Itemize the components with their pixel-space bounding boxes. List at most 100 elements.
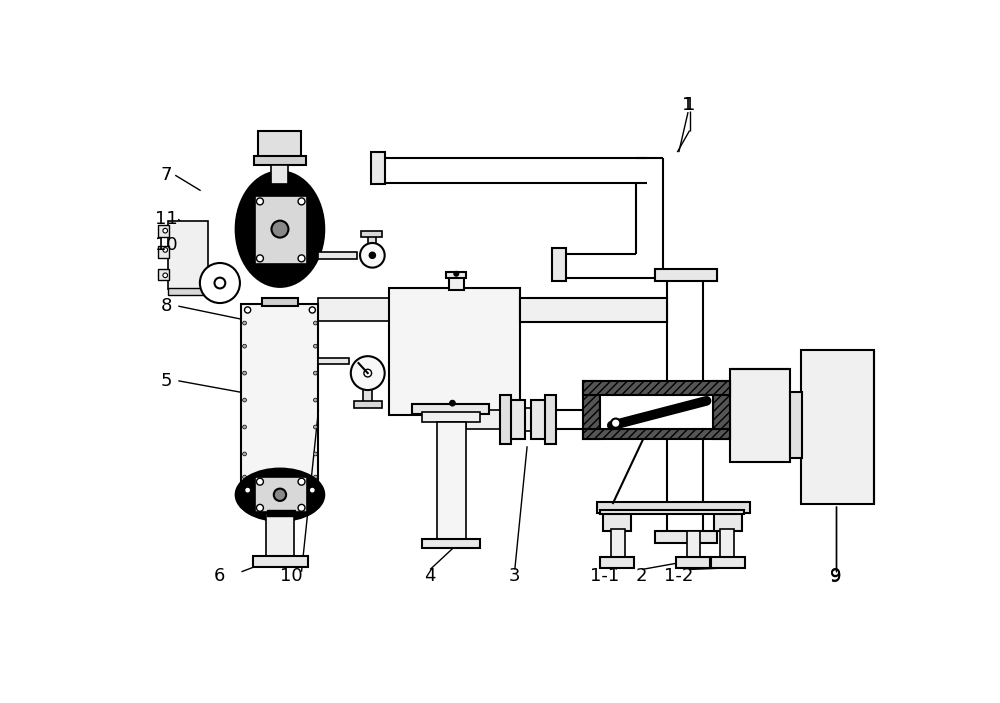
Circle shape [364,369,372,377]
Text: 10: 10 [280,567,303,585]
Circle shape [313,475,317,479]
Bar [703,392,790,415]
Circle shape [163,228,168,233]
Bar [531,400,546,439]
Bar [611,529,625,559]
Bar [583,381,730,394]
Bar [389,288,520,415]
Bar [253,556,308,567]
Circle shape [309,487,315,494]
Circle shape [351,356,385,390]
Bar [422,413,480,423]
Bar [552,248,566,280]
Text: 8: 8 [160,297,172,315]
Circle shape [313,425,317,429]
Bar [509,400,525,439]
Ellipse shape [236,172,324,287]
Text: 1-2: 1-2 [664,567,694,585]
Bar [267,510,295,516]
Bar [730,369,790,462]
Circle shape [313,371,317,375]
Bar [600,394,713,430]
Circle shape [256,255,263,262]
Circle shape [369,252,375,259]
Text: 2: 2 [636,567,648,585]
Ellipse shape [236,469,324,521]
Circle shape [298,198,305,205]
Bar [500,394,511,444]
Circle shape [163,273,168,278]
Bar [790,392,802,458]
Bar [801,350,874,504]
Text: 3: 3 [509,567,521,585]
Bar [583,430,730,439]
Circle shape [243,475,246,479]
Circle shape [243,452,246,456]
Circle shape [243,371,246,375]
Bar [168,221,208,289]
Bar [255,196,307,264]
Text: 1: 1 [684,96,695,114]
Circle shape [256,198,263,205]
Bar [255,477,307,512]
Bar [583,381,600,439]
Circle shape [163,247,168,252]
Circle shape [611,418,620,428]
Bar [714,512,742,531]
Bar [720,529,734,559]
Circle shape [313,452,317,456]
Bar [597,503,750,513]
Text: 11: 11 [155,210,177,228]
Circle shape [243,425,246,429]
Text: 4: 4 [424,567,436,585]
Bar [318,298,389,321]
Text: 6: 6 [214,567,226,585]
Bar [158,246,169,259]
Bar [446,272,466,278]
Bar [371,152,385,184]
Bar [509,408,548,431]
Text: 10: 10 [155,236,177,254]
Circle shape [245,487,251,494]
Circle shape [256,478,263,485]
Bar [600,557,634,568]
Circle shape [243,321,246,325]
Bar [262,298,298,306]
Bar [258,131,301,157]
Bar [354,401,382,408]
Bar [168,288,208,295]
Bar [711,557,745,568]
Bar [449,277,464,290]
Bar [655,269,717,281]
Bar [241,304,318,496]
Bar [318,358,349,364]
Bar [603,512,631,531]
Circle shape [450,401,455,406]
Circle shape [298,478,305,485]
Bar [254,156,306,165]
Circle shape [245,307,251,313]
Bar [687,531,700,560]
Bar [361,231,382,237]
Circle shape [271,221,288,238]
Bar [318,252,357,259]
Bar [676,557,710,568]
Text: 5: 5 [160,372,172,389]
Bar [545,394,556,444]
Circle shape [243,398,246,402]
Circle shape [215,278,225,288]
Bar [655,531,717,543]
Circle shape [298,255,305,262]
Circle shape [454,271,459,276]
Text: 1: 1 [682,96,694,114]
Circle shape [313,344,317,348]
Circle shape [313,321,317,325]
Text: 9: 9 [830,567,842,585]
Bar [520,298,666,321]
Bar [466,410,502,429]
Circle shape [256,504,263,511]
Bar [158,269,169,280]
Circle shape [274,489,286,501]
Bar [158,224,169,237]
Text: 7: 7 [160,166,172,184]
